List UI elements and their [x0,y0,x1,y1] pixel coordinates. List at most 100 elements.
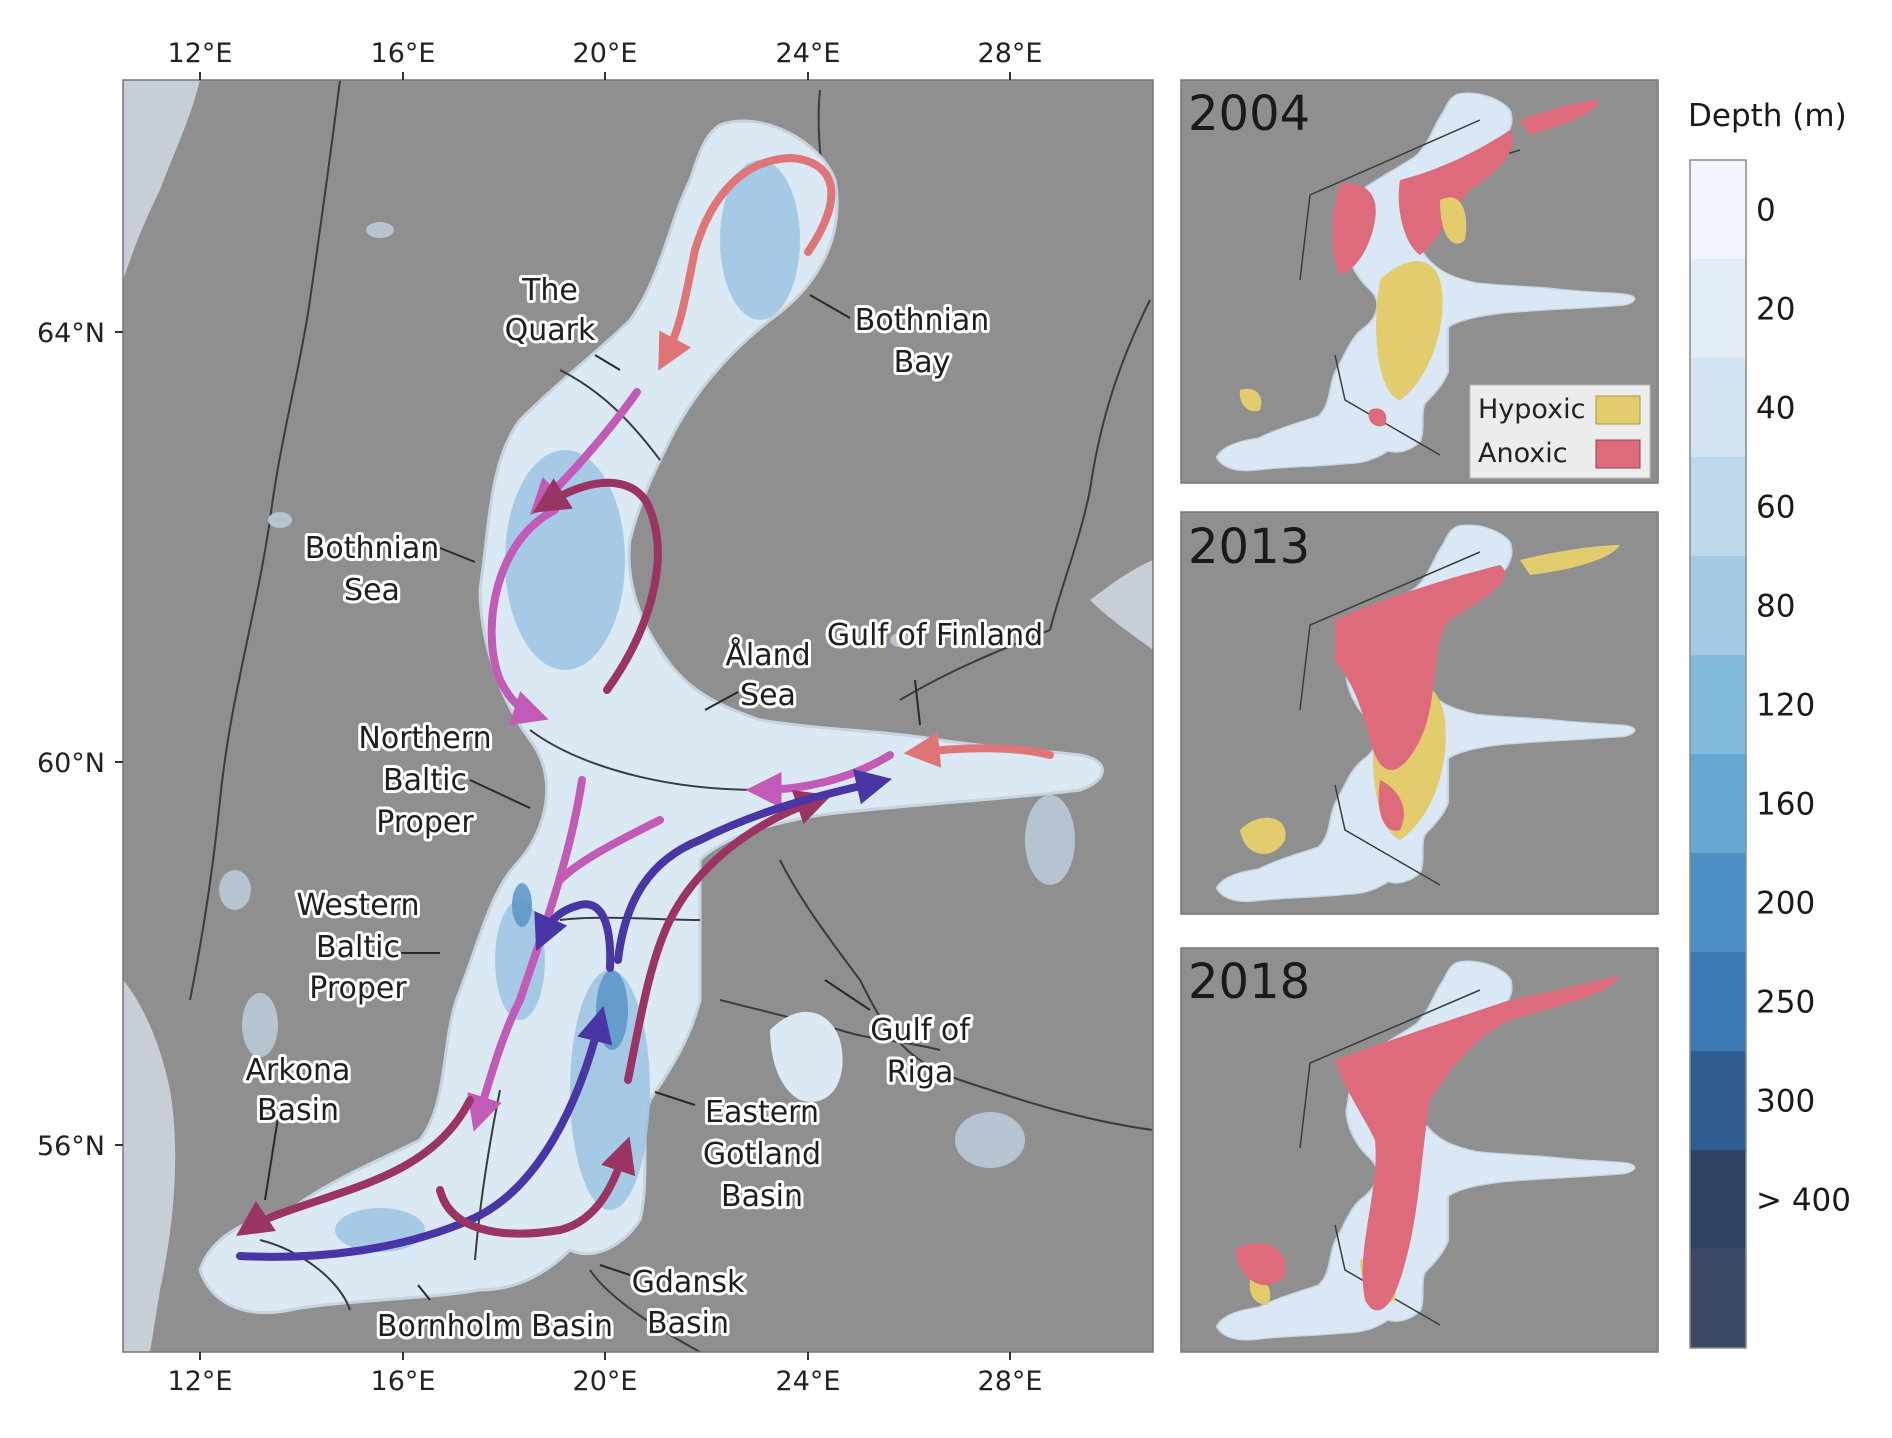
label-bothnian-bay-2: Bay [894,345,951,380]
label-western-baltic-proper-1: Western [296,888,419,923]
label-gdansk-basin-2: Basin [647,1306,729,1341]
colorbar-band [1690,457,1746,557]
label-bornholm-basin: Bornholm Basin [377,1309,613,1344]
label-bothnian-sea-1: Bothnian [305,531,439,566]
label-northern-baltic-proper-1: Northern [358,721,491,756]
label-gulf-of-riga-1: Gulf of [870,1013,971,1048]
panel-year-2004: 2004 [1188,86,1310,142]
bornholm-east-arrow [436,1136,636,1238]
label-eastern-gotland-basin-1: Eastern [705,1095,819,1130]
label-western-baltic-proper-2: Baltic [316,930,400,965]
label-aland-sea-2: Sea [740,678,796,713]
tick-bottom-24e: 24°E [776,1366,841,1397]
aland-southwest-arrow [556,816,664,884]
lake-area [1090,560,1153,650]
indigo-eastgulf-arrow [614,769,893,964]
colorbar-title: Depth (m) [1688,98,1847,134]
norwegian-sea-area [123,80,200,280]
tick-60n: 60°N [37,748,105,779]
colorbar-label: 80 [1756,589,1795,625]
lakes [219,222,1075,1168]
label-gdansk-basin-1: Gdansk [632,1265,745,1300]
label-northern-baltic-proper-3: Proper [376,805,474,840]
legend-hypoxic-swatch [1595,395,1641,425]
label-eastern-gotland-basin-2: Gotland [703,1137,821,1172]
tick-top-24e: 24°E [776,38,841,69]
gulf-of-riga-water [770,1011,843,1102]
colorbar-label: 200 [1756,886,1815,922]
colorbar-label: 20 [1756,292,1795,328]
depth-colorbar: Depth (m) 0 20 40 60 80 120 160 200 250 300 > 400 [1688,98,1851,1349]
colorbar-band [1690,358,1746,458]
legend-hypoxic-label: Hypoxic [1478,394,1585,425]
tick-bottom-20e: 20°E [573,1366,638,1397]
indigo-south-arrow [236,1006,613,1261]
colorbar-bands [1690,160,1746,1349]
colorbar-band [1690,655,1746,755]
anoxic-area-2018 [1235,975,1620,1311]
western-proper-arrow [236,1096,474,1236]
panel-2018: 2018 [1180,947,1659,1353]
tick-bottom-16e: 16°E [371,1366,436,1397]
place-labels: The Quark Bothnian Bay Bothnian Sea Ålan… [243,270,1047,1347]
label-gulf-of-riga-2: Riga [887,1055,954,1090]
tick-bottom-12e: 12°E [168,1366,233,1397]
leader-lines [264,294,921,1301]
label-northern-baltic-proper-2: Baltic [383,763,467,798]
colorbar-labels: 0 20 40 60 80 120 160 200 250 300 > 400 [1756,193,1851,1219]
colorbar-label: 120 [1756,688,1815,724]
northern-proper-southwest-arrow [467,776,586,1132]
tick-top-28e: 28°E [978,38,1043,69]
label-gulf-of-finland: Gulf of Finland [827,618,1043,653]
hypoxic-area-2004 [1239,197,1467,412]
colorbar-label: 160 [1756,787,1815,823]
tick-top-16e: 16°E [371,38,436,69]
main-map-frame [122,79,1154,1353]
label-bothnian-sea-2: Sea [344,573,400,608]
colorbar-band [1690,259,1746,359]
bothnian-bay-gyre-arrow [658,153,836,371]
label-the-quark-1: The [521,273,578,308]
anoxic-area-2013 [1335,565,1506,831]
country-borders [189,80,1153,1352]
tick-top-20e: 20°E [573,38,638,69]
panel-year-2013: 2013 [1188,519,1310,575]
colorbar-label: 40 [1756,391,1795,427]
panel-2013: 2013 [1180,511,1659,915]
colorbar-frame [1689,159,1747,1349]
colorbar-band [1690,1051,1746,1151]
colorbar-band [1690,160,1746,260]
panel-2004: Hypoxic Anoxic 2004 [1180,79,1659,484]
indigo-westward-arrow [534,900,615,972]
tick-top-12e: 12°E [168,38,233,69]
label-aland-sea-1: Åland [725,637,810,673]
main-map: The Quark Bothnian Bay Bothnian Sea Ålan… [123,80,1153,1352]
legend-anoxic-swatch [1595,439,1641,469]
bothnian-sea-east-arrow [532,478,662,694]
label-western-baltic-proper-3: Proper [309,971,407,1006]
longitude-ticks-bottom: 12°E 16°E 20°E 24°E 28°E [168,1366,1043,1397]
north-sea-area [123,980,176,1352]
gulf-of-finland-return-arrow [745,751,894,808]
legend-anoxic-label: Anoxic [1478,438,1568,469]
tick-bottom-28e: 28°E [978,1366,1043,1397]
tick-64n: 64°N [37,318,105,349]
colorbar-band [1690,952,1746,1052]
eastern-gotland-north-arrow [624,790,832,1084]
current-arrows [236,153,1054,1261]
latitude-ticks: 64°N 60°N 56°N [37,318,105,1162]
colorbar-band [1690,754,1746,854]
label-arkona-basin-1: Arkona [246,1053,351,1088]
panel-year-2018: 2018 [1188,954,1310,1010]
tick-56n: 56°N [37,1131,105,1162]
main-map-axes [115,72,1011,1360]
colorbar-label: 0 [1756,193,1776,229]
colorbar-band [1690,556,1746,656]
longitude-ticks-top: 12°E 16°E 20°E 24°E 28°E [168,38,1043,69]
colorbar-label: 250 [1756,985,1815,1021]
label-the-quark-2: Quark [505,313,596,348]
colorbar-label: > 400 [1756,1183,1851,1219]
colorbar-band [1690,853,1746,953]
gulf-of-finland-east-arrow [903,732,1054,768]
